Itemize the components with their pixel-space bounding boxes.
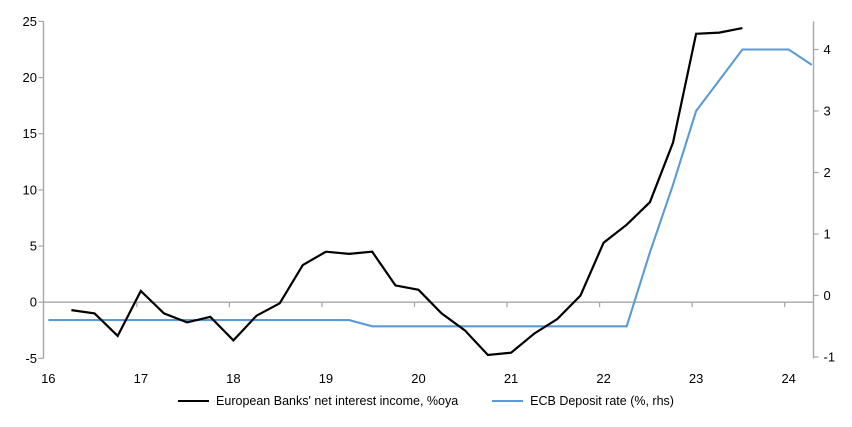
left-axis-tick-label: 20 xyxy=(23,70,37,85)
legend-swatch-nii xyxy=(178,400,210,402)
left-axis-tick-label: 15 xyxy=(23,126,37,141)
left-axis-tick-label: 25 xyxy=(23,14,37,29)
x-axis-tick-label: 19 xyxy=(319,371,333,386)
ecb-deposit-rate-line xyxy=(48,48,813,328)
right-axis-tick-label: 2 xyxy=(824,165,831,180)
right-axis-tick-label: 3 xyxy=(824,104,831,119)
legend-item-nii: European Banks' net interest income, %oy… xyxy=(178,394,458,408)
chart-legend: European Banks' net interest income, %oy… xyxy=(0,394,852,408)
right-axis-tick-label: 1 xyxy=(824,227,831,242)
left-axis-tick-label: 10 xyxy=(23,182,37,197)
x-axis-tick-label: 18 xyxy=(226,371,240,386)
x-axis-tick-label: 17 xyxy=(134,371,148,386)
right-axis-tick-label: 0 xyxy=(824,288,831,303)
legend-label-nii: European Banks' net interest income, %oy… xyxy=(216,394,459,408)
left-axis-tick-label: 0 xyxy=(30,295,37,310)
left-axis-tick-label: 5 xyxy=(30,239,37,254)
legend-label-ecb-deposit-rate: ECB Deposit rate (%, rhs) xyxy=(530,394,674,408)
x-axis-tick-label: 16 xyxy=(41,371,55,386)
x-axis-tick-label: 20 xyxy=(411,371,425,386)
nii-line xyxy=(71,27,743,357)
x-axis-tick-label: 23 xyxy=(689,371,703,386)
right-axis-tick-label: -1 xyxy=(824,350,836,365)
right-axis-tick-label: 4 xyxy=(824,42,831,57)
legend-item-ecb-deposit-rate: ECB Deposit rate (%, rhs) xyxy=(492,394,674,408)
legend-swatch-ecb-deposit-rate xyxy=(492,400,524,402)
x-axis-tick-label: 24 xyxy=(781,371,795,386)
left-axis-tick-label: -5 xyxy=(25,351,37,366)
x-axis-tick-label: 21 xyxy=(504,371,518,386)
x-axis-tick-label: 22 xyxy=(596,371,610,386)
